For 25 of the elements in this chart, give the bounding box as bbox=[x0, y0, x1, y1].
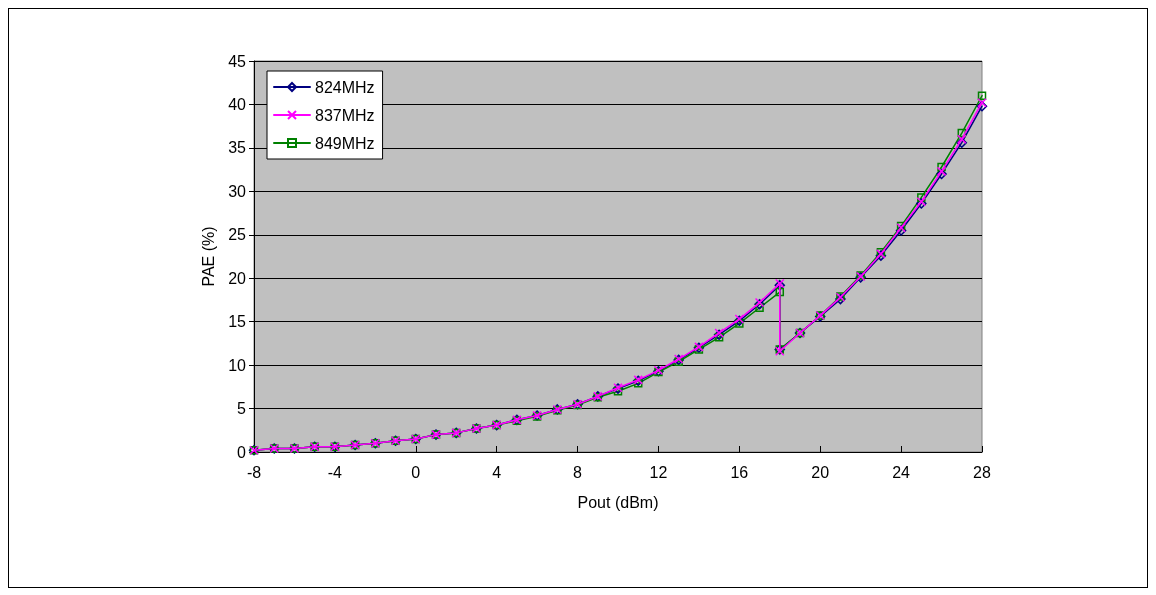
y-axis-title: PAE (%) bbox=[199, 226, 217, 287]
y-tick-label: 0 bbox=[237, 443, 247, 461]
x-tick-label: 28 bbox=[973, 463, 991, 481]
y-tick-label: 45 bbox=[228, 52, 247, 70]
y-tick-label: 5 bbox=[237, 400, 247, 418]
x-tick-label: 0 bbox=[411, 463, 421, 481]
x-tick-label: 24 bbox=[892, 463, 911, 481]
y-tick-label: 15 bbox=[228, 313, 247, 331]
x-tick-label: 20 bbox=[811, 463, 830, 481]
y-tick-label: 40 bbox=[228, 95, 247, 113]
x-tick-label: 8 bbox=[573, 463, 583, 481]
y-tick-label: 20 bbox=[228, 269, 247, 287]
x-tick-label: -4 bbox=[327, 463, 343, 481]
x-tick-label: 4 bbox=[492, 463, 502, 481]
y-tick-label: 10 bbox=[228, 356, 247, 374]
legend-label: 824MHz bbox=[315, 78, 375, 96]
legend-label: 837MHz bbox=[315, 106, 375, 124]
x-tick-label: 16 bbox=[730, 463, 749, 481]
y-tick-label: 25 bbox=[228, 226, 247, 244]
y-tick-label: 30 bbox=[228, 182, 247, 200]
y-tick-label: 35 bbox=[228, 139, 247, 157]
x-axis-title: Pout (dBm) bbox=[577, 493, 659, 511]
legend-label: 849MHz bbox=[315, 134, 375, 152]
x-tick-label: -8 bbox=[246, 463, 262, 481]
x-tick-label: 12 bbox=[649, 463, 668, 481]
